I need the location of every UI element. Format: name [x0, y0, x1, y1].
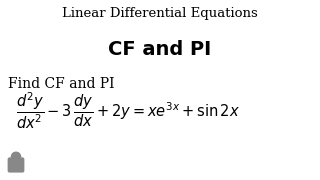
Text: CF and PI: CF and PI [108, 40, 212, 59]
Text: Find CF and PI: Find CF and PI [8, 77, 115, 91]
Circle shape [12, 152, 20, 161]
Text: $\dfrac{d^2y}{dx^2} - 3\,\dfrac{dy}{dx} + 2y = xe^{3x} + \sin 2x$: $\dfrac{d^2y}{dx^2} - 3\,\dfrac{dy}{dx} … [16, 90, 240, 131]
FancyBboxPatch shape [8, 158, 24, 172]
Text: Linear Differential Equations: Linear Differential Equations [62, 7, 258, 20]
